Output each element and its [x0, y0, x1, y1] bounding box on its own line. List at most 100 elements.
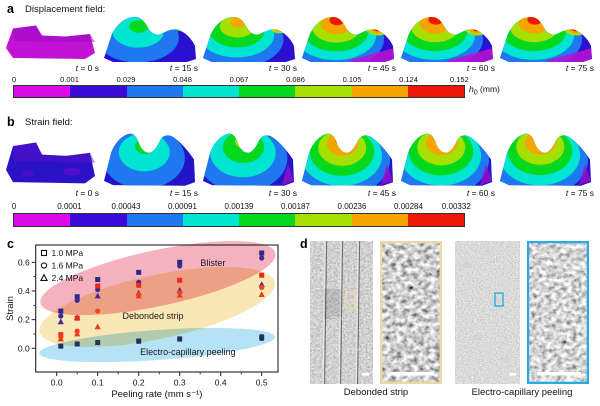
simulation-snapshot	[500, 133, 591, 186]
simulation-snapshot	[302, 133, 393, 186]
colorbar-segment	[239, 86, 296, 97]
colorbar-tick-label: 0.00043	[111, 202, 141, 211]
colorbar-segment	[351, 86, 408, 97]
time-label: t = 30 s	[268, 188, 297, 198]
plot-frame	[35, 244, 279, 373]
x-tick-label: 0.5	[256, 378, 268, 388]
snapshot-cell: t = 0 s	[2, 12, 101, 73]
x-axis-label: Peeling rate (mm s⁻¹)	[111, 389, 202, 400]
simulation-snapshot	[401, 17, 493, 62]
time-label: t = 60 s	[466, 63, 495, 73]
strain-colorbar-bar	[13, 213, 465, 227]
simulation-snapshot	[401, 133, 492, 186]
colorbar-segment	[295, 86, 352, 97]
panel-a-title: Displacement field:	[25, 4, 106, 15]
series-square	[58, 334, 265, 349]
scale-bar	[390, 372, 434, 376]
colorbar-tick-label: 0.0001	[57, 202, 82, 211]
y-axis-label: Strain	[5, 296, 16, 321]
time-label: t = 0 s	[75, 63, 99, 73]
snapshot-cell: t = 0 s	[2, 126, 101, 198]
colorbar-segment	[295, 214, 352, 226]
strip-edge-highlight	[322, 241, 326, 384]
colorbar-segment	[126, 86, 183, 97]
colorbar-tick-label: 0	[11, 75, 17, 84]
debonded-strip-group: Debonded strip	[310, 241, 442, 398]
legend-item: 2.4 MPa	[39, 273, 84, 283]
colorbar-segment	[182, 86, 239, 97]
sem-inset-debonded-strip	[380, 241, 442, 384]
colorbar-tick-label: 0.00236	[337, 202, 367, 211]
caption-debonded-strip: Debonded strip	[343, 387, 409, 398]
panel-b-title: Strain field:	[25, 117, 73, 128]
sem-image-electro-capillary	[455, 241, 520, 384]
displacement-colorbar-unit-label: h0 (mm)	[469, 84, 500, 97]
electro-capillary-group: Electro-capillary peeling	[455, 241, 589, 398]
series-triangle	[57, 291, 265, 342]
panel-b-letter: b	[7, 115, 15, 129]
highlight-rect-electro-capillary	[494, 292, 504, 307]
colorbar-tick-label: 0.152	[449, 75, 469, 84]
panel-d-letter: d	[300, 237, 308, 251]
snapshot-cell: t = 15 s	[101, 126, 200, 198]
time-label: t = 30 s	[268, 63, 297, 73]
colorbar-tick-label: 0.124	[399, 75, 418, 84]
time-label: t = 15 s	[169, 188, 198, 198]
x-tick-label: 0.2	[133, 378, 145, 388]
snapshot-cell: t = 60 s	[398, 12, 497, 73]
strip-edge-highlight	[355, 241, 359, 384]
snapshot-cell: t = 45 s	[299, 12, 398, 73]
colorbar-segment	[14, 214, 71, 226]
y-tick-label: 0.0	[18, 343, 30, 353]
colorbar-segment	[14, 86, 71, 97]
strip-edge-shadow	[340, 241, 344, 384]
colorbar-segment	[407, 214, 464, 226]
strain-colorbar: 0 0.0001 0.00043 0.00091 0.00139 0.00187 0.002…	[11, 202, 471, 227]
legend-label: 1.0 MPa	[52, 248, 84, 258]
colorbar-tick-label: 0.00091	[168, 202, 197, 211]
snapshot-cell: t = 75 s	[497, 12, 596, 73]
colorbar-tick-label: 0.00139	[224, 202, 254, 211]
simulation-snapshot	[104, 133, 195, 186]
highlight-rect-debonded	[345, 291, 356, 309]
displacement-colorbar: 0 0.001 0.029 0.048 0.067 0.086 0.105 0.124 0.15…	[11, 75, 469, 98]
colorbar-tick-label: 0.00284	[394, 202, 423, 211]
scale-bar	[537, 372, 581, 376]
colorbar-tick-label: 0.001	[60, 75, 79, 84]
displacement-field-snapshots: t = 0 s t = 15 s t = 30 s t = 45 s t = 60 s t…	[2, 12, 596, 73]
strip-edge-shadow	[357, 241, 361, 384]
scale-bar	[362, 373, 369, 376]
snapshot-cell: t = 60 s	[398, 126, 497, 198]
region-label: Electro-capillary peeling	[140, 347, 236, 357]
time-label: t = 60 s	[466, 188, 495, 198]
legend-item: 1.0 MPa	[40, 248, 84, 258]
caption-electro-capillary: Electro-capillary peeling	[471, 387, 573, 398]
region-label: Blister	[200, 258, 225, 268]
strip-edge-highlight	[338, 241, 342, 384]
colorbar-segment	[70, 86, 127, 97]
snapshot-cell: t = 45 s	[299, 126, 398, 198]
colorbar-tick-label: 0.105	[342, 75, 362, 84]
sem-micrographs-panel: Debonded strip Electro-capillary peeling	[296, 236, 600, 406]
simulation-snapshot	[500, 17, 592, 62]
x-tick-label: 0.4	[215, 378, 227, 388]
time-label: t = 75 s	[565, 63, 594, 73]
y-tick-label: 0.2	[18, 315, 30, 325]
legend-label: 2.4 MPa	[52, 273, 84, 283]
snapshot-cell: t = 30 s	[200, 126, 299, 198]
sem-image-debonded-strip	[310, 241, 373, 384]
inset-border-electro-capillary	[527, 241, 589, 384]
colorbar-tick-label: 0.086	[286, 75, 305, 84]
colorbar-segment	[126, 214, 183, 226]
y-tick-label: 0.4	[18, 286, 30, 296]
time-label: t = 45 s	[367, 188, 396, 198]
snapshot-cell: t = 75 s	[497, 126, 596, 198]
simulation-snapshot	[203, 133, 294, 186]
scale-bar	[509, 373, 516, 376]
legend-item: 1.6 MPa	[40, 261, 83, 271]
time-label: t = 15 s	[169, 63, 198, 73]
colorbar-tick-label: 0	[11, 202, 17, 211]
colorbar-segment	[351, 214, 408, 226]
panel-a-letter: a	[7, 2, 14, 16]
colorbar-tick-label: 0.00332	[441, 202, 471, 211]
